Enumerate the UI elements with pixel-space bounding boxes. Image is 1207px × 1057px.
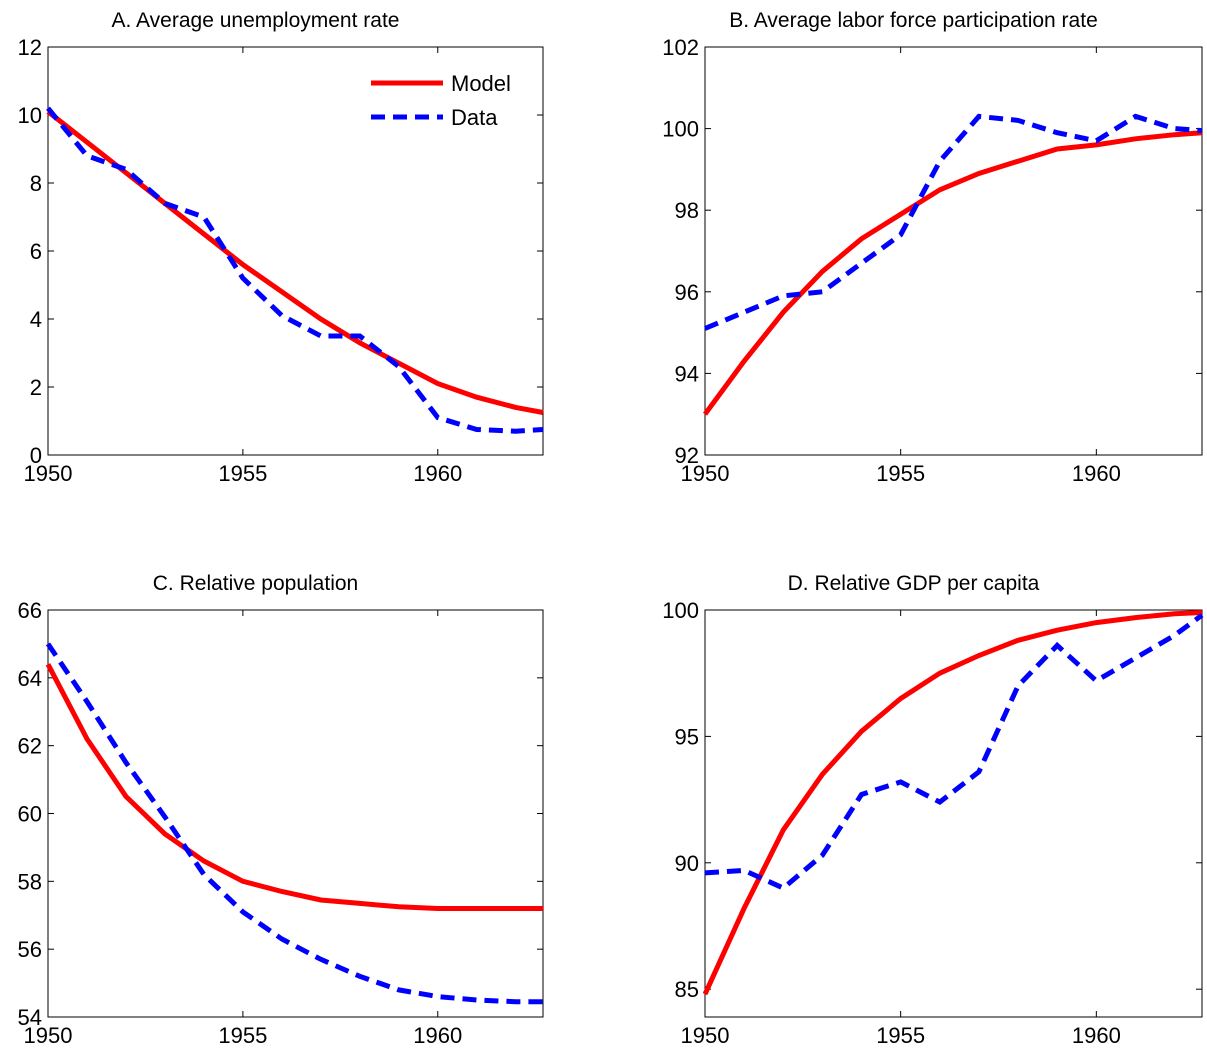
y-tick-label: 90	[675, 851, 699, 876]
y-tick-label: 56	[18, 937, 42, 962]
x-tick-label: 1960	[413, 461, 462, 486]
x-tick-label: 1950	[681, 1023, 730, 1048]
plot-frame	[47, 609, 544, 1018]
data-line	[45, 663, 543, 911]
x-tick-label: 1955	[218, 461, 267, 486]
y-tick-label: 100	[662, 117, 699, 142]
chart-title: B. Average labor force participation rat…	[729, 9, 1098, 32]
y-tick-label: 0	[30, 443, 42, 468]
y-tick-label: 2	[30, 375, 42, 400]
x-tick-label: 1955	[876, 461, 925, 486]
y-tick-label: 85	[675, 977, 699, 1002]
y-tick-label: 100	[662, 598, 699, 623]
y-tick-label: 10	[18, 103, 42, 128]
legend-label: Data	[451, 105, 498, 130]
data-line	[45, 642, 543, 1005]
data-line	[46, 106, 544, 434]
data-line	[702, 130, 1203, 416]
y-tick-label: 12	[18, 35, 42, 60]
y-tick-label: 95	[675, 724, 699, 749]
plot-frame	[704, 609, 1203, 1018]
plot-frame	[704, 46, 1203, 456]
chart-title: D. Relative GDP per capita	[788, 572, 1040, 595]
y-tick-label: 54	[18, 1005, 42, 1030]
y-tick-label: 66	[18, 598, 42, 623]
chart-title: A. Average unemployment rate	[112, 9, 400, 32]
x-tick-label: 1960	[1072, 461, 1121, 486]
legend-label: Model	[451, 71, 511, 96]
chart-title: C. Relative population	[153, 572, 358, 595]
x-tick-label: 1955	[876, 1023, 925, 1048]
y-tick-label: 8	[30, 171, 42, 196]
x-tick-label: 1955	[218, 1023, 267, 1048]
data-line	[46, 109, 544, 415]
x-tick-label: 1960	[1072, 1023, 1121, 1048]
y-tick-label: 60	[18, 802, 42, 827]
y-tick-label: 98	[675, 198, 699, 223]
y-tick-label: 64	[18, 666, 42, 691]
x-tick-label: 1950	[24, 1023, 73, 1048]
y-tick-label: 96	[675, 280, 699, 305]
x-tick-label: 1960	[413, 1023, 462, 1048]
data-line	[704, 613, 1204, 892]
y-tick-label: 102	[662, 35, 699, 60]
y-tick-label: 58	[18, 869, 42, 894]
y-tick-label: 92	[675, 443, 699, 468]
y-tick-label: 4	[30, 307, 42, 332]
y-tick-label: 6	[30, 239, 42, 264]
y-tick-label: 62	[18, 734, 42, 759]
data-line	[702, 610, 1203, 996]
x-tick-label: 1950	[24, 461, 73, 486]
x-tick-label: 1950	[681, 461, 730, 486]
y-tick-label: 94	[675, 361, 699, 386]
data-line	[704, 113, 1203, 331]
